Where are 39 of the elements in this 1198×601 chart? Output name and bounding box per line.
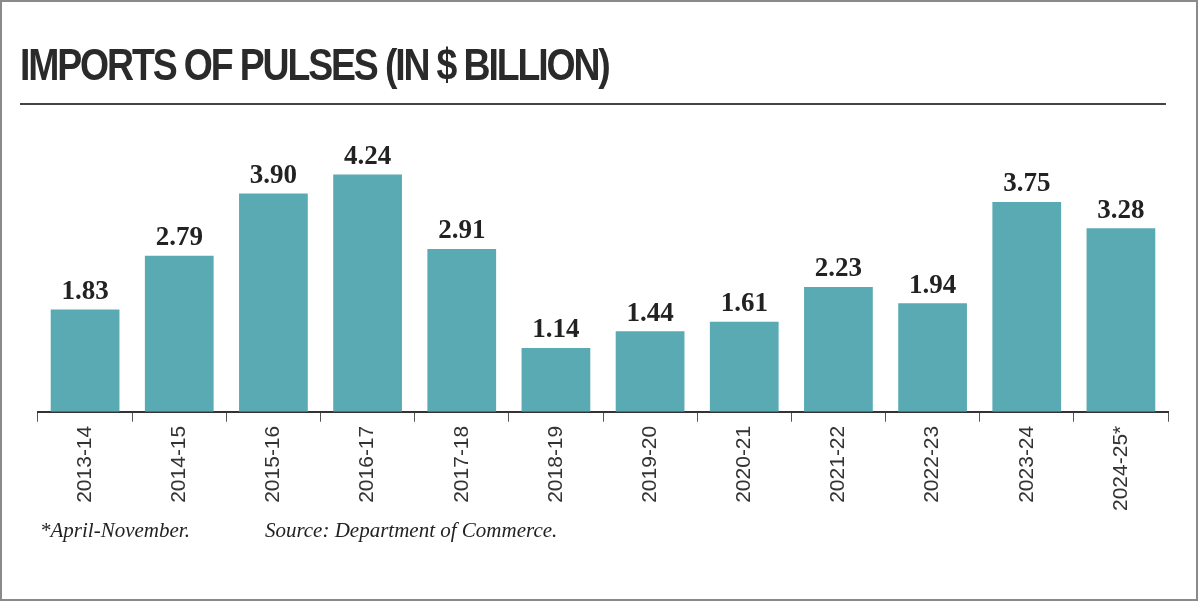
data-label: 1.83 — [61, 274, 109, 305]
x-tick-label: 2014-15 — [166, 425, 190, 503]
x-tick-label: 2023-24 — [1013, 425, 1037, 503]
bar — [239, 193, 308, 412]
data-label: 1.61 — [720, 287, 768, 318]
bar — [521, 347, 591, 412]
x-tick-label: 2020-21 — [731, 425, 755, 503]
data-label: 1.94 — [908, 268, 957, 299]
x-tick-label: 2013-14 — [71, 425, 95, 503]
bar — [144, 255, 214, 412]
data-label: 3.90 — [249, 159, 298, 190]
data-label: 3.28 — [1097, 193, 1145, 224]
data-label: 1.14 — [532, 313, 580, 344]
bar — [427, 248, 497, 412]
x-tick-label: 2015-16 — [260, 425, 284, 503]
bar — [50, 309, 120, 412]
data-label: 3.75 — [1003, 167, 1051, 198]
x-tick-label: 2017-18 — [448, 425, 472, 503]
data-label: 2.79 — [155, 221, 203, 252]
data-label: 2.23 — [814, 252, 863, 283]
bar — [992, 201, 1062, 412]
data-label: 2.91 — [438, 214, 486, 245]
x-tick-label: 2024-25* — [1107, 425, 1131, 512]
chart-title: IMPORTS OF PULSES (IN $ BILLION) — [20, 40, 609, 90]
x-tick-label: 2016-17 — [354, 425, 378, 503]
data-label: 1.44 — [626, 296, 674, 327]
bar — [804, 287, 873, 412]
x-tick-label: 2021-22 — [825, 425, 849, 503]
bar — [898, 303, 967, 412]
x-tick-label: 2019-20 — [636, 425, 660, 503]
source-note: Source: Department of Commerce. — [264, 518, 558, 542]
text: *April-November. — [40, 518, 190, 542]
bar — [333, 174, 402, 412]
bar — [615, 331, 685, 412]
x-tick-label: 2018-19 — [542, 425, 566, 503]
bar — [709, 321, 779, 412]
bar — [1086, 228, 1156, 412]
data-label: 4.24 — [343, 140, 392, 171]
x-tick-label: 2022-23 — [919, 425, 943, 503]
